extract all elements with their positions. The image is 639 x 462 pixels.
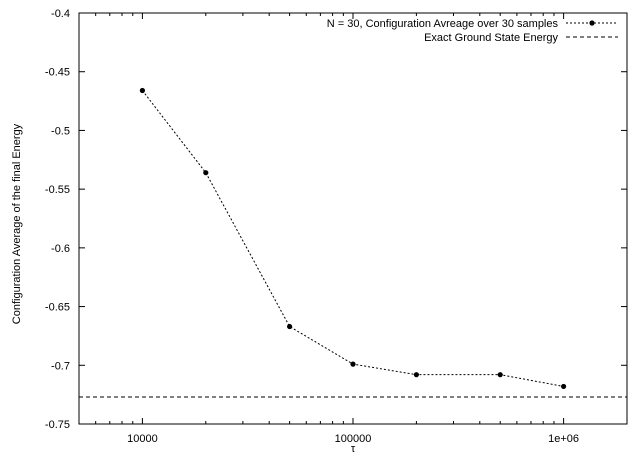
y-axis-title: Configuration Average of the final Energ… [11,123,23,324]
y-tick-label: -0.55 [45,184,70,196]
data-point [561,383,567,390]
data-point [350,361,356,367]
y-tick-label: -0.7 [51,360,70,372]
legend: N = 30, Configuration Avreage over 30 sa… [327,18,618,44]
x-axis-title: τ [351,443,356,455]
data-point [413,372,419,378]
y-tick-label: -0.45 [45,67,70,79]
x-tick-label: 1e+06 [548,433,579,445]
y-tick-label: -0.75 [45,419,70,431]
series-line [142,90,564,387]
x-tick-label: 100000 [335,433,372,445]
y-tick-label: -0.6 [51,243,70,255]
series-points [139,87,567,390]
axis-ticks: -0.75 -0.7 -0.65 -0.6 -0.55 -0.5 -0.45 -0.4 1000… [45,8,627,445]
x-tick-label: 10000 [127,433,158,445]
data-point [497,372,503,378]
y-tick-label: -0.5 [51,125,70,137]
data-point [287,323,293,330]
y-tick-label: -0.65 [45,302,70,314]
data-point [203,170,209,176]
y-tick-label: -0.4 [51,8,70,20]
legend-label-ground: Exact Ground State Energy [424,32,558,44]
legend-point-series [589,20,595,26]
legend-label-series: N = 30, Configuration Avreage over 30 sa… [327,18,559,30]
data-point [139,87,145,94]
